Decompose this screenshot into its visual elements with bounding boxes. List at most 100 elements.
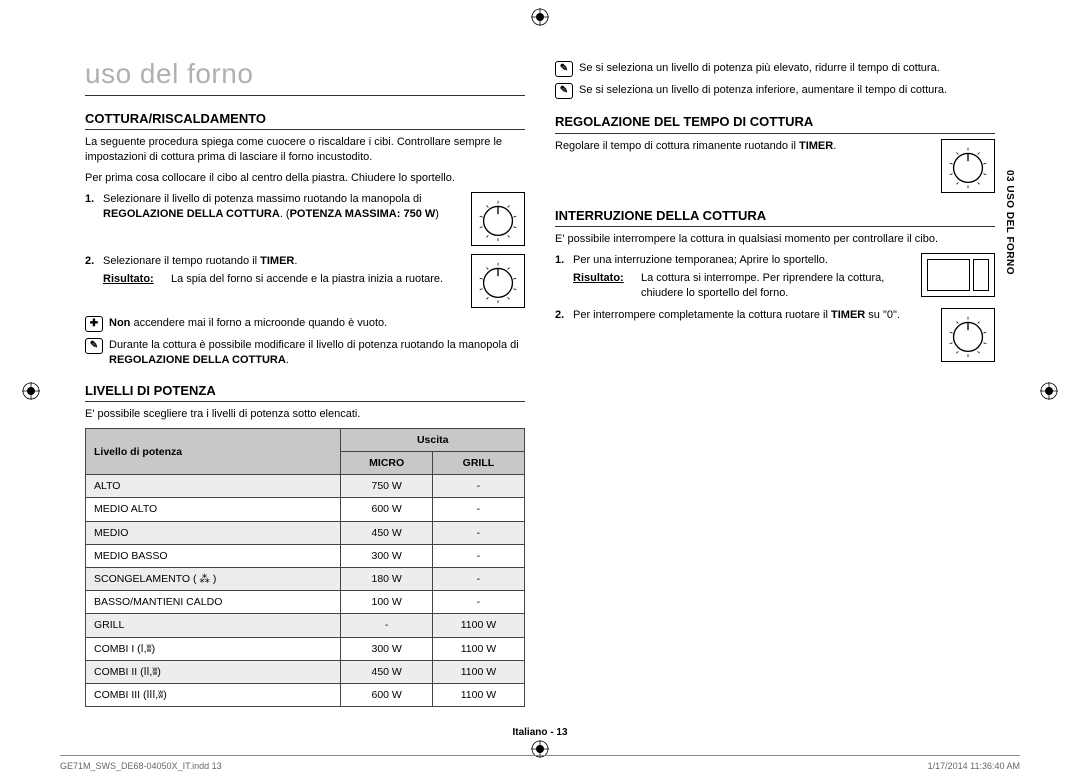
crop-mark-icon [1040, 382, 1058, 400]
table-cell: 180 W [341, 567, 432, 590]
table-row: SCONGELAMENTO ( ⁂ )180 W- [86, 567, 525, 590]
paragraph: E' possibile scegliere tra i livelli di … [85, 407, 525, 422]
step-text: Per una interruzione temporanea; Aprire … [573, 253, 915, 268]
timer-dial-icon [941, 139, 995, 193]
footer-timestamp: 1/17/2014 11:36:40 AM [928, 760, 1020, 772]
table-cell: 600 W [341, 683, 432, 706]
table-cell: COMBI II (ⅼⅼ,ʬ) [86, 660, 341, 683]
table-header: GRILL [432, 452, 524, 475]
note-icon: ✎ [85, 338, 103, 354]
table-cell: - [432, 591, 524, 614]
paragraph: Per prima cosa collocare il cibo al cent… [85, 171, 525, 186]
result-label: Risultato: [103, 272, 165, 287]
step-number: 2. [85, 254, 103, 308]
note-text: Non accendere mai il forno a microonde q… [109, 316, 387, 332]
table-header: MICRO [341, 452, 432, 475]
microwave-icon [921, 253, 995, 297]
paragraph: E' possibile interrompere la cottura in … [555, 232, 995, 247]
table-cell: COMBI III (ⅼⅼⅼ,ʬ) [86, 683, 341, 706]
table-cell: - [432, 498, 524, 521]
note-text: Se si seleziona un livello di potenza pi… [579, 61, 940, 77]
table-cell: BASSO/MANTIENI CALDO [86, 591, 341, 614]
page-content: uso del forno COTTURA/RISCALDAMENTO La s… [0, 0, 1080, 747]
table-cell: ALTO [86, 475, 341, 498]
table-cell: 600 W [341, 498, 432, 521]
paragraph: Regolare il tempo di cottura rimanente r… [555, 139, 935, 154]
crop-mark-icon [22, 382, 40, 400]
step-text: Selezionare il livello di potenza massim… [103, 192, 465, 222]
table-cell: 100 W [341, 591, 432, 614]
table-row: COMBI I (ⅼ,ʬ)300 W1100 W [86, 637, 525, 660]
table-header: Uscita [341, 428, 525, 451]
table-row: BASSO/MANTIENI CALDO100 W- [86, 591, 525, 614]
table-header: Livello di potenza [86, 428, 341, 474]
step-list: 1. Selezionare il livello di potenza mas… [85, 192, 525, 308]
power-dial-icon [471, 192, 525, 246]
note-text: Se si seleziona un livello di potenza in… [579, 83, 947, 99]
table-row: GRILL-1100 W [86, 614, 525, 637]
note-icon: ✎ [555, 83, 573, 99]
step-text: Selezionare il tempo ruotando il TIMER. [103, 254, 465, 269]
table-row: COMBI II (ⅼⅼ,ʬ)450 W1100 W [86, 660, 525, 683]
result-row: Risultato: La spia del forno si accende … [103, 272, 465, 287]
section-heading: INTERRUZIONE DELLA COTTURA [555, 207, 995, 228]
table-cell: 300 W [341, 637, 432, 660]
footer-file: GE71M_SWS_DE68-04050X_IT.indd 13 [60, 760, 222, 772]
table-cell: 1100 W [432, 637, 524, 660]
note-text: Durante la cottura è possibile modificar… [109, 338, 525, 368]
warning-icon: ✚ [85, 316, 103, 332]
section-heading: LIVELLI DI POTENZA [85, 382, 525, 403]
step-number: 1. [555, 253, 573, 301]
table-cell: 1100 W [432, 614, 524, 637]
table-cell: COMBI I (ⅼ,ʬ) [86, 637, 341, 660]
note-row: ✎ Durante la cottura è possibile modific… [85, 338, 525, 368]
table-cell: 450 W [341, 521, 432, 544]
list-item: 1. Selezionare il livello di potenza mas… [85, 192, 525, 246]
section-tab: 03 USO DEL FORNO [1003, 170, 1017, 275]
table-cell: - [432, 521, 524, 544]
table-row: ALTO750 W- [86, 475, 525, 498]
note-row: ✚ Non accendere mai il forno a microonde… [85, 316, 525, 332]
timer-dial-icon [941, 308, 995, 362]
table-cell: 1100 W [432, 660, 524, 683]
table-row: MEDIO ALTO600 W- [86, 498, 525, 521]
table-row: MEDIO450 W- [86, 521, 525, 544]
note-row: ✎ Se si seleziona un livello di potenza … [555, 61, 995, 77]
crop-mark-icon [531, 8, 549, 26]
table-row: COMBI III (ⅼⅼⅼ,ʬ)600 W1100 W [86, 683, 525, 706]
section-heading: REGOLAZIONE DEL TEMPO DI COTTURA [555, 113, 995, 134]
list-item: 2. Per interrompere completamente la cot… [555, 308, 995, 362]
table-cell: MEDIO [86, 521, 341, 544]
step-number: 1. [85, 192, 103, 246]
table-cell: GRILL [86, 614, 341, 637]
table-cell: MEDIO BASSO [86, 544, 341, 567]
section-heading: COTTURA/RISCALDAMENTO [85, 110, 525, 131]
step-list: 1. Per una interruzione temporanea; Apri… [555, 253, 995, 363]
table-cell: MEDIO ALTO [86, 498, 341, 521]
table-cell: SCONGELAMENTO ( ⁂ ) [86, 567, 341, 590]
step-number: 2. [555, 308, 573, 362]
list-item: 2. Selezionare il tempo ruotando il TIME… [85, 254, 525, 308]
table-cell: 750 W [341, 475, 432, 498]
power-levels-table: Livello di potenza Uscita MICRO GRILL AL… [85, 428, 525, 707]
main-title: uso del forno [85, 55, 525, 96]
table-cell: 450 W [341, 660, 432, 683]
note-row: ✎ Se si seleziona un livello di potenza … [555, 83, 995, 99]
table-cell: - [432, 475, 524, 498]
result-text: La spia del forno si accende e la piastr… [165, 272, 465, 287]
right-column: ✎ Se si seleziona un livello di potenza … [555, 55, 995, 707]
result-label: Risultato: [573, 271, 635, 301]
table-cell: 1100 W [432, 683, 524, 706]
table-cell: 300 W [341, 544, 432, 567]
result-text: La cottura si interrompe. Per riprendere… [635, 271, 915, 301]
timer-dial-icon [471, 254, 525, 308]
page-footer-bar: GE71M_SWS_DE68-04050X_IT.indd 13 1/17/20… [60, 755, 1020, 772]
table-cell: - [432, 544, 524, 567]
note-icon: ✎ [555, 61, 573, 77]
list-item: 1. Per una interruzione temporanea; Apri… [555, 253, 995, 301]
table-cell: - [432, 567, 524, 590]
paragraph: La seguente procedura spiega come cuocer… [85, 135, 525, 165]
table-cell: - [341, 614, 432, 637]
page-footer-center: Italiano - 13 [0, 726, 1080, 740]
left-column: uso del forno COTTURA/RISCALDAMENTO La s… [85, 55, 525, 707]
